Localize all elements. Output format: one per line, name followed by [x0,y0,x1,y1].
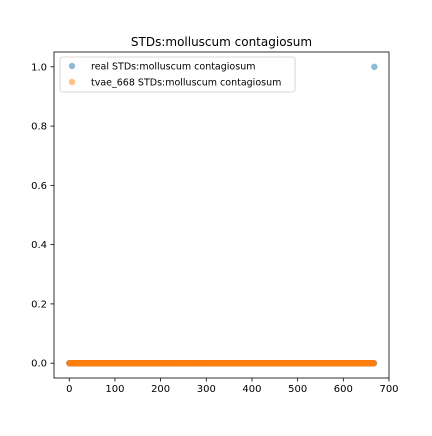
x-tick-label: 700 [379,384,398,395]
y-tick-label: 0.8 [31,122,47,133]
x-tick-label: 400 [242,384,261,395]
scatter-marks [66,63,378,367]
x-tick-label: 100 [105,384,124,395]
series-2-points [66,359,378,367]
x-tick-label: 0 [66,384,72,395]
axes: 0 100 200 300 400 500 600 700 0.0 0.2 0.4 0.6 0.8 1.0 [31,51,399,395]
x-tick-label: 500 [288,384,307,395]
legend-frame [59,56,296,93]
y-tick-label: 0.2 [31,299,47,310]
chart-title: STDs:molluscum contagiosum [131,35,312,49]
x-tick-label: 600 [334,384,353,395]
legend-label-2: tvae_668 STDs:molluscum contagiosum [91,78,281,89]
legend-marker-1 [68,62,76,70]
axes-frame [53,51,390,379]
series-1-point [371,63,378,71]
legend-marker-2 [68,78,76,86]
y-tick-label: 0.4 [31,240,47,251]
y-tick-label: 1.0 [31,62,47,73]
legend: real STDs:molluscum contagiosum tvae_668 … [59,56,296,93]
y-tick-label: 0.6 [31,181,47,192]
legend-label-1: real STDs:molluscum contagiosum [91,62,255,73]
series-2-point [370,359,378,367]
x-tick-label: 200 [151,384,170,395]
y-tick-label: 0.0 [31,359,47,370]
x-tick-label: 300 [197,384,216,395]
